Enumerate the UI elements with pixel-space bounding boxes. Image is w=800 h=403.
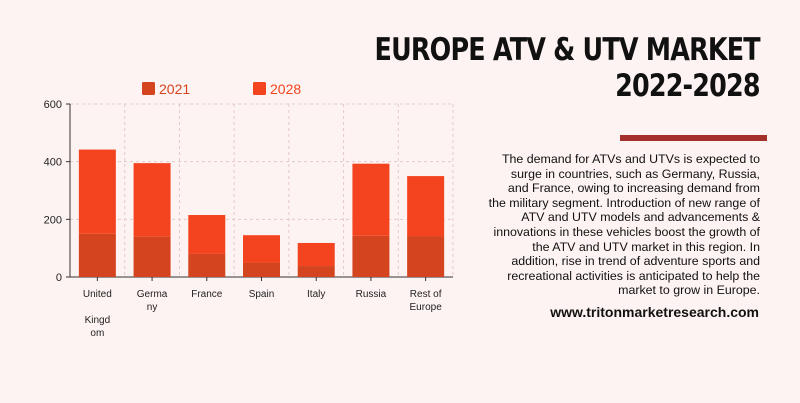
y-tick-label: 600 — [44, 99, 62, 111]
bar-2021 — [407, 236, 445, 277]
y-tick-label: 0 — [56, 272, 62, 284]
x-tick-label: Germa — [137, 289, 168, 300]
bar-2028 — [78, 149, 116, 234]
bar-2028 — [188, 215, 226, 254]
accent-divider — [620, 135, 767, 141]
title-line-1: EUROPE ATV & UTV MARKET — [374, 32, 761, 68]
x-tick-label: Europe — [410, 302, 443, 313]
bar-2028 — [297, 242, 335, 267]
website-url: www.tritonmarketresearch.com — [550, 304, 759, 320]
bar-2028 — [243, 235, 280, 263]
bar-2021 — [133, 236, 171, 277]
bar-2028 — [352, 163, 390, 236]
market-description: The demand for ATVs and UTVs is expected… — [488, 152, 760, 298]
x-tick-label: United — [83, 289, 112, 300]
bar-2028 — [407, 176, 445, 237]
bar-2021 — [352, 235, 390, 277]
bar-chart: 0 200 400 600 United Kingd om Germa ny France Spai… — [44, 81, 454, 339]
bar-2021 — [188, 253, 226, 277]
title-line-2: 2022-2028 — [615, 68, 760, 104]
legend-label-2021: 2021 — [159, 81, 190, 97]
x-tick-label: Italy — [307, 289, 325, 300]
y-tick-label: 200 — [44, 214, 62, 226]
legend-swatch-2028 — [253, 82, 266, 95]
bar-2028 — [133, 163, 171, 237]
x-tick-label: Spain — [249, 289, 275, 300]
page-title: EUROPE ATV & UTV MARKET 2022-2028 — [374, 32, 761, 104]
x-tick-label: Rest of — [410, 289, 442, 300]
bar-2021 — [243, 262, 280, 277]
legend-label-2028: 2028 — [270, 81, 301, 97]
x-tick-label: ny — [147, 302, 158, 313]
bar-2021 — [297, 266, 335, 277]
y-tick-label: 400 — [44, 157, 62, 169]
x-tick-label: Kingd — [85, 315, 111, 326]
legend-swatch-2021 — [142, 82, 155, 95]
x-tick-label: om — [90, 328, 104, 339]
x-tick-label: Russia — [356, 289, 387, 300]
x-tick-label: France — [191, 289, 223, 300]
bar-2021 — [78, 233, 116, 277]
